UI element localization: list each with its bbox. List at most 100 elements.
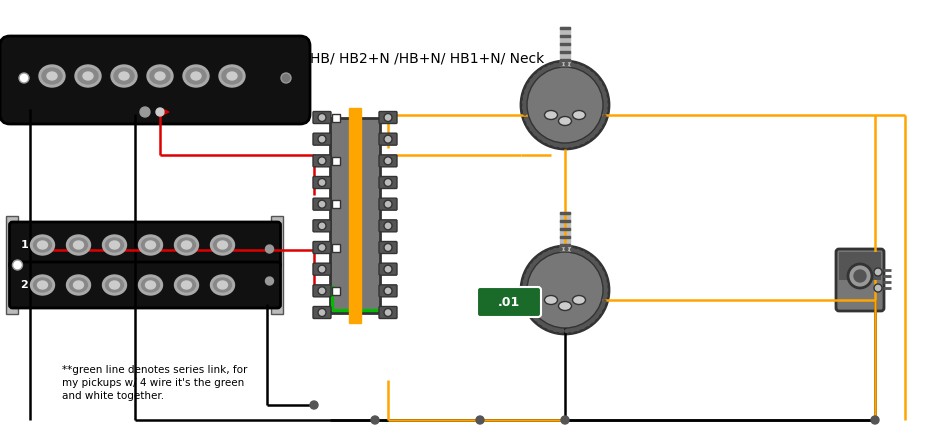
Circle shape xyxy=(525,302,527,306)
FancyBboxPatch shape xyxy=(312,241,331,253)
Bar xyxy=(332,200,339,208)
Circle shape xyxy=(570,329,573,332)
Circle shape xyxy=(559,63,562,66)
Circle shape xyxy=(581,252,584,255)
Ellipse shape xyxy=(67,275,91,295)
Circle shape xyxy=(594,262,597,265)
Circle shape xyxy=(548,326,551,329)
Circle shape xyxy=(529,79,533,82)
Circle shape xyxy=(576,142,578,145)
Ellipse shape xyxy=(67,235,91,255)
Circle shape xyxy=(548,250,551,253)
Circle shape xyxy=(525,274,527,277)
Ellipse shape xyxy=(37,281,47,289)
Ellipse shape xyxy=(73,241,83,249)
Bar xyxy=(332,114,339,122)
FancyBboxPatch shape xyxy=(312,220,331,232)
Circle shape xyxy=(156,108,164,116)
Circle shape xyxy=(384,178,391,187)
Circle shape xyxy=(318,200,325,208)
Circle shape xyxy=(523,297,526,300)
Circle shape xyxy=(603,92,605,95)
Circle shape xyxy=(522,101,525,104)
Circle shape xyxy=(542,139,545,142)
Ellipse shape xyxy=(141,278,159,292)
Circle shape xyxy=(538,321,540,324)
Ellipse shape xyxy=(572,296,585,305)
Ellipse shape xyxy=(109,241,120,249)
Circle shape xyxy=(542,324,545,327)
Circle shape xyxy=(603,289,607,292)
Text: **green line denotes series link, for
my pickups w/ 4 wire it's the green
and wh: **green line denotes series link, for my… xyxy=(62,365,248,401)
Circle shape xyxy=(603,294,606,297)
FancyBboxPatch shape xyxy=(312,133,331,145)
Circle shape xyxy=(565,247,567,250)
Ellipse shape xyxy=(78,68,98,84)
Ellipse shape xyxy=(47,72,57,80)
Ellipse shape xyxy=(210,275,235,295)
Circle shape xyxy=(586,138,589,141)
Ellipse shape xyxy=(106,238,123,252)
Circle shape xyxy=(594,315,597,318)
Circle shape xyxy=(529,128,533,131)
Circle shape xyxy=(384,287,391,295)
Ellipse shape xyxy=(227,72,236,80)
Circle shape xyxy=(570,144,573,147)
Circle shape xyxy=(559,144,562,147)
Text: .01: .01 xyxy=(498,296,519,309)
Circle shape xyxy=(527,269,529,272)
Circle shape xyxy=(598,310,601,313)
Ellipse shape xyxy=(114,68,133,84)
Circle shape xyxy=(873,284,881,292)
Circle shape xyxy=(570,248,573,251)
FancyBboxPatch shape xyxy=(312,177,331,188)
Ellipse shape xyxy=(75,65,101,87)
Circle shape xyxy=(527,84,529,87)
Ellipse shape xyxy=(119,72,129,80)
FancyBboxPatch shape xyxy=(312,198,331,210)
FancyBboxPatch shape xyxy=(312,285,331,297)
Circle shape xyxy=(601,120,603,123)
Circle shape xyxy=(318,265,325,273)
Ellipse shape xyxy=(182,241,191,249)
FancyBboxPatch shape xyxy=(312,306,331,319)
Bar xyxy=(559,51,569,53)
Circle shape xyxy=(553,328,556,331)
FancyBboxPatch shape xyxy=(312,155,331,167)
Circle shape xyxy=(548,66,551,69)
FancyBboxPatch shape xyxy=(9,222,280,268)
Circle shape xyxy=(553,249,556,252)
Circle shape xyxy=(384,243,391,251)
FancyBboxPatch shape xyxy=(378,241,397,253)
Circle shape xyxy=(318,243,325,251)
Circle shape xyxy=(601,87,603,90)
FancyBboxPatch shape xyxy=(378,155,397,167)
Bar xyxy=(559,220,569,222)
Bar xyxy=(6,216,19,314)
Ellipse shape xyxy=(185,68,206,84)
Circle shape xyxy=(371,416,378,424)
FancyBboxPatch shape xyxy=(378,177,397,188)
Ellipse shape xyxy=(42,68,62,84)
Ellipse shape xyxy=(155,72,165,80)
Circle shape xyxy=(598,125,601,128)
Circle shape xyxy=(527,123,529,126)
Circle shape xyxy=(586,69,589,72)
Circle shape xyxy=(598,82,601,85)
Circle shape xyxy=(523,112,526,115)
Circle shape xyxy=(265,277,273,285)
Circle shape xyxy=(576,328,578,331)
Ellipse shape xyxy=(31,275,55,295)
Ellipse shape xyxy=(544,111,557,119)
Circle shape xyxy=(12,260,22,270)
Circle shape xyxy=(476,416,484,424)
Circle shape xyxy=(559,248,562,251)
Circle shape xyxy=(318,222,325,230)
Circle shape xyxy=(533,317,537,320)
Ellipse shape xyxy=(102,275,126,295)
Circle shape xyxy=(533,75,537,78)
Ellipse shape xyxy=(146,65,172,87)
Text: 2: 2 xyxy=(20,280,29,290)
FancyBboxPatch shape xyxy=(378,263,397,275)
Ellipse shape xyxy=(111,65,137,87)
